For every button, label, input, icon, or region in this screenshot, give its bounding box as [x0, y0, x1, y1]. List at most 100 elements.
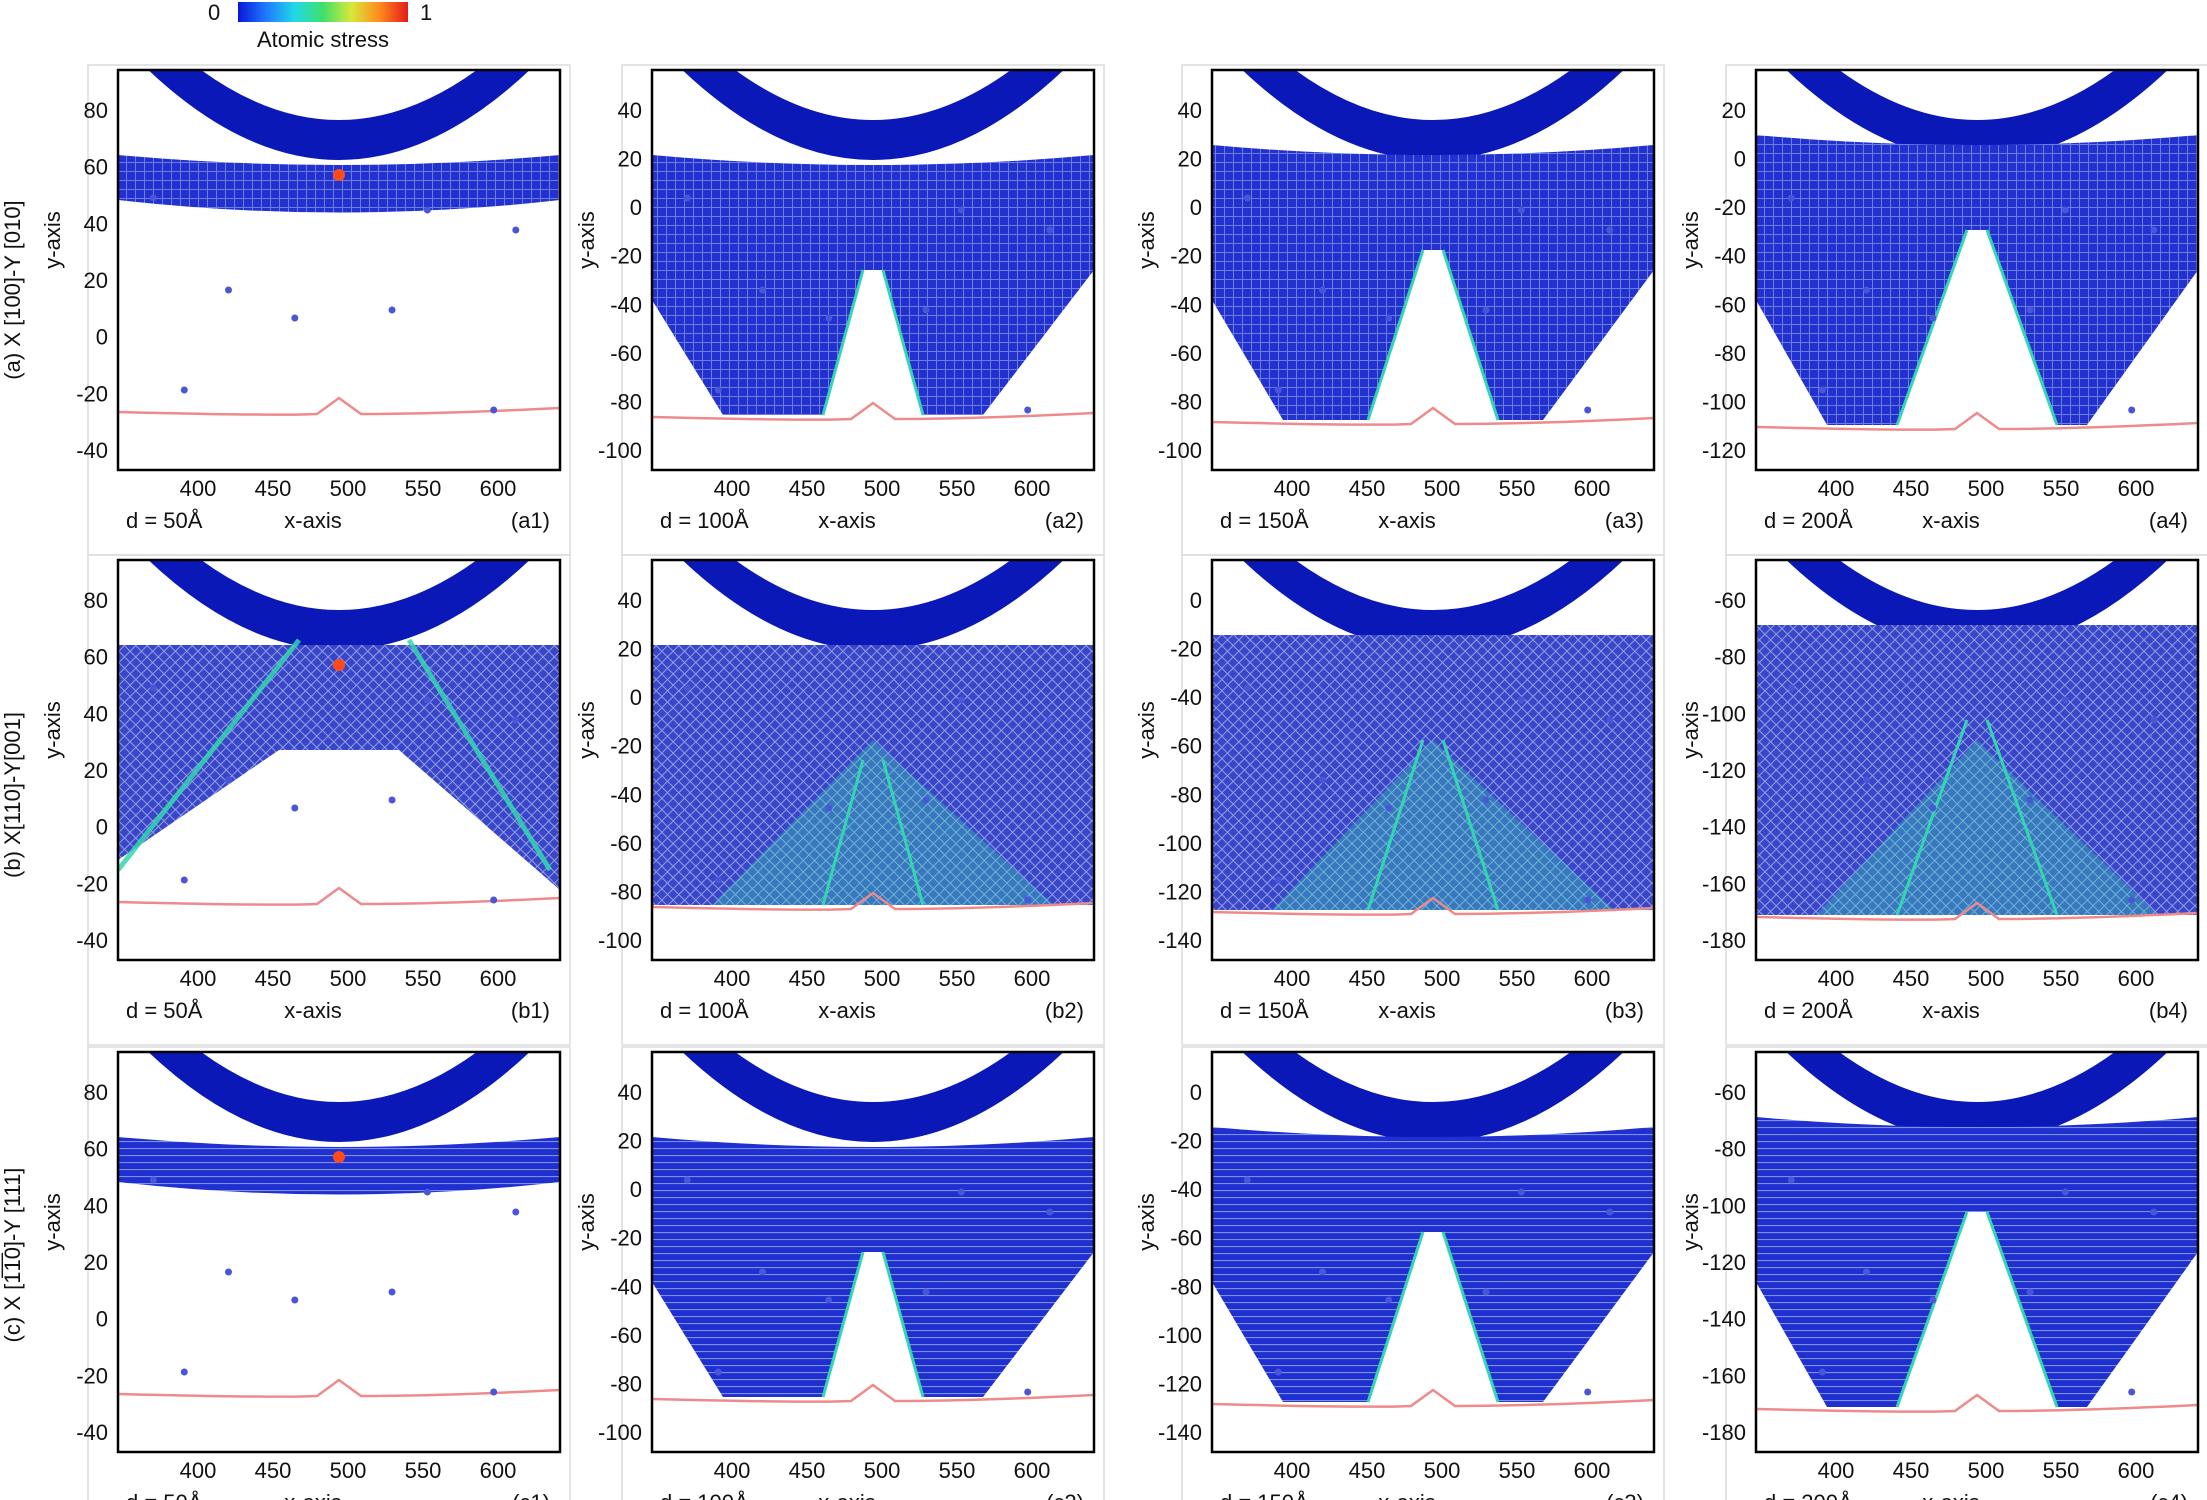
y-tick-label: 40 [84, 211, 108, 236]
y-tick-label: -60 [1714, 1080, 1746, 1105]
colorbar-gradient-bar [238, 2, 408, 22]
y-tick-label: -40 [1714, 244, 1746, 269]
indent-depth-label: d = 50Å [126, 998, 203, 1023]
loose-atom [1929, 1296, 1937, 1304]
panel-tag: (b4) [2149, 998, 2188, 1023]
panel-c1: 80 60 40 20 0 -20 -40 400 450 500 550 600 y-axis d = … [40, 1046, 571, 1500]
loose-atom [1024, 1388, 1032, 1396]
axes-frame [1210, 1050, 1656, 1454]
y-axis-label: y-axis [1678, 211, 1703, 268]
loose-atom [759, 286, 766, 294]
stress-hotspot [333, 169, 345, 181]
stressed-edge [1366, 1231, 1425, 1403]
loose-atom [291, 804, 299, 812]
panel-tag: (c1) [512, 1490, 550, 1500]
x-tick-label: 600 [2118, 966, 2155, 991]
loose-atom [1517, 1188, 1525, 1196]
stressed-edge [1441, 249, 1500, 421]
panel-tag: (b2) [1045, 998, 1084, 1023]
y-tick-label: -80 [1714, 341, 1746, 366]
panel-frame [621, 554, 1105, 1046]
stress-wedge [1816, 740, 2158, 915]
x-tick-label: 400 [1274, 1458, 1311, 1483]
x-tick-label: 550 [939, 1458, 976, 1483]
y-tick-label: -80 [1170, 389, 1202, 414]
x-tick-label: 400 [714, 1458, 751, 1483]
stressed-edge [1895, 719, 1969, 916]
loose-atom [957, 1188, 965, 1196]
y-tick-label: 40 [618, 1080, 642, 1105]
y-tick-label: 20 [84, 1250, 108, 1275]
loose-atom [423, 206, 431, 214]
y-tick-label: -60 [1714, 292, 1746, 317]
loose-atom [1482, 796, 1490, 804]
loose-atom [1863, 1268, 1870, 1276]
panel-frame [1725, 554, 2207, 1046]
x-tick-label: 450 [1349, 966, 1386, 991]
y-tick-label: 20 [1178, 147, 1202, 172]
x-tick-label: 550 [405, 966, 442, 991]
x-tick-label: 450 [1349, 1458, 1386, 1483]
x-axis-label: x-axis [818, 998, 875, 1023]
y-tick-label: 80 [84, 1080, 108, 1105]
x-tick-label: 550 [1499, 966, 1536, 991]
y-tick-label: -100 [598, 438, 642, 463]
loose-atom [714, 386, 722, 394]
y-tick-label: -100 [598, 1420, 642, 1445]
loose-atom [512, 716, 520, 724]
x-axis-label: x-axis [818, 1490, 875, 1500]
panel-a2: 40 20 0 -20 -40 -60 -80 -100 400 450 500 550 600 y-ax… [574, 64, 1105, 556]
loose-atom [714, 876, 722, 884]
y-tick-label: -120 [1702, 758, 1746, 783]
plot-area [1756, 560, 2198, 960]
stress-hotspot [333, 659, 345, 671]
x-tick-label: 550 [405, 476, 442, 501]
plot-area [118, 560, 560, 960]
panel-b1: 80 60 40 20 0 -20 -40 400 450 500 550 600 y-axis d = … [40, 554, 571, 1046]
substrate-surface-line [1212, 1388, 1654, 1408]
plot-area [1756, 1052, 2198, 1452]
loose-atom [1606, 226, 1614, 234]
loose-atom [2128, 896, 2136, 904]
panel-tag: (a3) [1605, 508, 1644, 533]
loose-atom [1243, 194, 1251, 202]
panel-a1: 80 60 40 20 0 -20 -40 400 450 500 550 600 y-axis d = … [40, 64, 571, 556]
x-tick-label: 500 [1968, 476, 2005, 501]
indenter-tip [1786, 1052, 2168, 1142]
x-tick-label: 600 [1574, 1458, 1611, 1483]
y-tick-label: -100 [598, 928, 642, 953]
loose-atom [825, 804, 833, 812]
axes-frame [1754, 68, 2200, 472]
loose-atom [714, 1368, 722, 1376]
y-tick-label: -140 [1158, 1420, 1202, 1445]
y-tick-label: 0 [96, 815, 108, 840]
loose-atom [1385, 314, 1393, 322]
indent-depth-label: d = 100Å [660, 1490, 749, 1500]
loose-atom [2061, 1188, 2069, 1196]
stressed-edge [1441, 739, 1500, 911]
y-tick-label: -80 [1714, 1137, 1746, 1162]
panel-tag: (c3) [1606, 1490, 1644, 1500]
x-tick-label: 550 [1499, 1458, 1536, 1483]
x-tick-label: 600 [480, 476, 517, 501]
y-tick-label: -40 [610, 1274, 642, 1299]
y-axis-label: y-axis [1134, 1193, 1159, 1250]
x-tick-label: 500 [1424, 476, 1461, 501]
substrate-surface-line [1212, 406, 1654, 426]
y-tick-label: -40 [76, 1420, 108, 1445]
y-tick-label: 40 [84, 701, 108, 726]
x-tick-label: 500 [330, 476, 367, 501]
plot-area [1212, 560, 1654, 960]
y-axis-label: y-axis [40, 1193, 65, 1250]
x-tick-label: 400 [714, 476, 751, 501]
x-axis-label: x-axis [1378, 998, 1435, 1023]
loose-atom [1929, 804, 1937, 812]
y-tick-label: 0 [1734, 147, 1746, 172]
plot-area [652, 560, 1094, 960]
panel-tag: (a1) [511, 508, 550, 533]
indent-depth-label: d = 100Å [660, 998, 749, 1023]
deformed-substrate [1756, 135, 2198, 425]
loose-atom [1818, 1368, 1826, 1376]
panel-c3: 0 -20 -40 -60 -80 -100 -120 -140 400 450 500 550 600… [1134, 1046, 1665, 1500]
loose-atom [512, 226, 520, 234]
